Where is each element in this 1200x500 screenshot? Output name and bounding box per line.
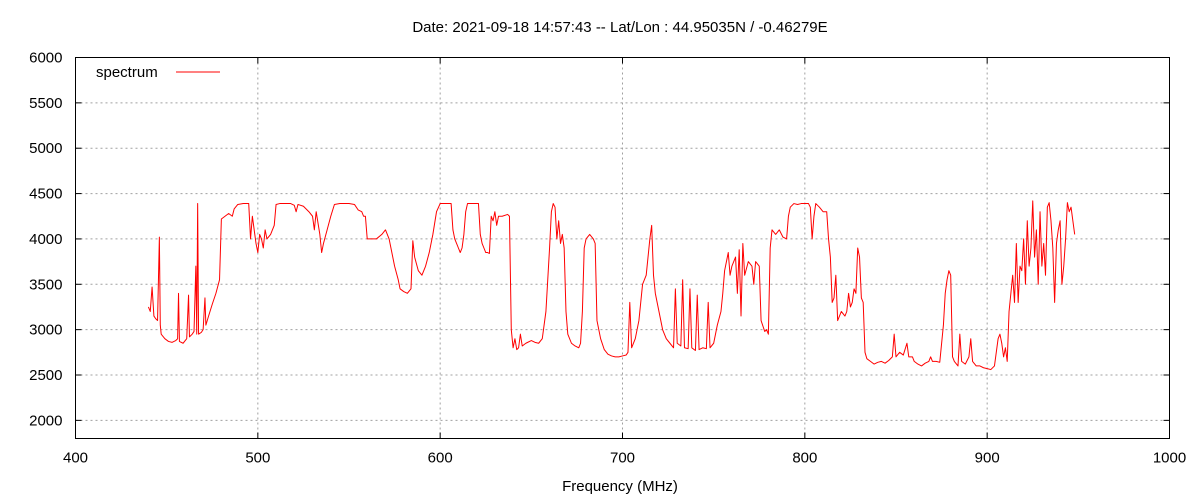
tick-layer: 400 500 600 700 800 900 1000 2000 2500 3000 3500 40…: [29, 50, 1186, 467]
y-tick-label: 3500: [29, 276, 62, 293]
chart-title: Date: 2021-09-18 14:57:43 -- Lat/Lon : 4…: [412, 19, 827, 36]
y-tick-label: 6000: [29, 50, 62, 67]
x-axis-label: Frequency (MHz): [562, 478, 678, 495]
x-tick-label: 600: [428, 450, 453, 467]
y-tick-label: 5000: [29, 140, 62, 157]
series-line-spectrum: [147, 200, 1076, 371]
x-tick-label: 500: [245, 450, 270, 467]
x-tick-label: 400: [63, 450, 88, 467]
y-tick-label: 4500: [29, 186, 62, 203]
x-tick-label: 800: [792, 450, 817, 467]
label-layer: Date: 2021-09-18 14:57:43 -- Lat/Lon : 4…: [412, 19, 827, 495]
y-tick-label: 5500: [29, 95, 62, 112]
x-tick-label: 1000: [1153, 450, 1186, 467]
y-tick-label: 3000: [29, 322, 62, 339]
y-tick-label: 4000: [29, 231, 62, 248]
grid-layer: [75, 57, 1170, 439]
series-layer: [147, 200, 1076, 371]
y-tick-label: 2500: [29, 367, 62, 384]
legend-label: spectrum: [96, 64, 158, 81]
legend: spectrum: [96, 64, 220, 81]
plot-frame: [75, 57, 1170, 439]
x-tick-label: 900: [975, 450, 1000, 467]
y-tick-label: 2000: [29, 412, 62, 429]
x-tick-label: 700: [610, 450, 635, 467]
